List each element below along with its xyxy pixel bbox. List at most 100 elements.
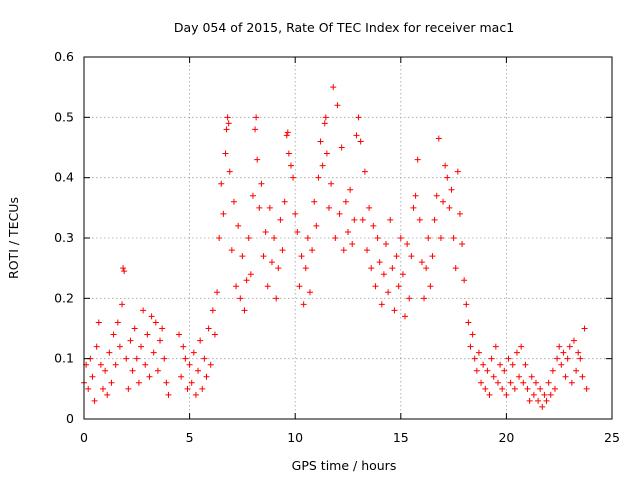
data-point: [418, 259, 425, 266]
data-point: [393, 253, 400, 260]
x-tick-label: 10: [287, 430, 303, 445]
data-point: [380, 271, 387, 278]
data-point: [252, 126, 259, 133]
data-point: [190, 349, 197, 356]
data-point: [577, 355, 584, 362]
data-point: [233, 283, 240, 290]
data-point: [383, 241, 390, 248]
data-point: [127, 337, 134, 344]
data-point: [292, 210, 299, 217]
data-point: [256, 204, 263, 211]
x-tick-label: 20: [498, 430, 514, 445]
data-point: [131, 325, 138, 332]
data-point: [264, 283, 271, 290]
data-point: [125, 385, 132, 392]
data-point: [112, 361, 119, 368]
data-point: [154, 367, 161, 374]
data-point: [399, 271, 406, 278]
data-point: [222, 150, 229, 157]
data-point: [266, 204, 273, 211]
data-point: [338, 144, 345, 151]
data-point: [581, 325, 588, 332]
data-point: [480, 361, 487, 368]
data-point: [511, 385, 518, 392]
data-point: [211, 331, 218, 338]
data-point: [484, 367, 491, 374]
x-tick-label: 5: [186, 430, 194, 445]
data-point: [89, 373, 96, 380]
data-point: [306, 289, 313, 296]
data-point: [435, 135, 442, 142]
data-point: [230, 198, 237, 205]
data-point: [121, 268, 128, 275]
tick-labels: 0 5 10 15 20 25 0 0.1 0.2 0.3 0.4 0.5 0.6: [54, 49, 620, 445]
data-point: [370, 222, 377, 229]
data-point: [378, 301, 385, 308]
data-point: [554, 355, 561, 362]
data-point: [195, 367, 202, 374]
data-point: [146, 373, 153, 380]
data-point: [467, 343, 474, 350]
data-point: [135, 379, 142, 386]
data-point: [456, 210, 463, 217]
data-point: [573, 367, 580, 374]
data-point: [469, 331, 476, 338]
data-point: [182, 355, 189, 362]
data-point: [313, 222, 320, 229]
grid: [84, 57, 612, 419]
data-point: [547, 391, 554, 398]
data-point: [159, 325, 166, 332]
data-point: [281, 198, 288, 205]
data-point: [579, 373, 586, 380]
data-point: [325, 204, 332, 211]
data-points: [81, 84, 590, 410]
data-point: [294, 228, 301, 235]
data-point: [433, 192, 440, 199]
data-point: [277, 216, 284, 223]
data-point: [95, 319, 102, 326]
data-point: [345, 228, 351, 235]
data-point: [437, 235, 444, 241]
data-point: [452, 265, 459, 272]
y-tick-label: 0.5: [54, 109, 74, 124]
data-point: [372, 283, 379, 290]
data-point: [186, 361, 193, 368]
data-point: [205, 325, 212, 332]
data-point: [575, 349, 582, 356]
data-point: [119, 301, 126, 308]
data-point: [465, 319, 472, 326]
data-point: [562, 373, 569, 380]
data-point: [104, 391, 111, 398]
data-point: [224, 114, 231, 121]
data-point: [150, 349, 157, 356]
data-point: [560, 349, 567, 356]
data-point: [402, 313, 409, 320]
y-tick-label: 0.2: [54, 290, 74, 305]
data-point: [91, 397, 98, 404]
data-point: [192, 391, 199, 398]
data-point: [273, 295, 280, 302]
data-point: [317, 138, 324, 145]
data-point: [494, 379, 501, 386]
data-point: [355, 114, 362, 121]
data-point: [475, 349, 482, 356]
data-point: [351, 216, 358, 223]
data-point: [249, 192, 256, 199]
data-point: [165, 391, 172, 398]
data-point: [442, 162, 449, 169]
data-point: [237, 295, 244, 302]
data-point: [225, 120, 232, 127]
data-point: [505, 355, 512, 362]
data-point: [97, 361, 104, 368]
data-point: [133, 355, 140, 362]
data-point: [391, 307, 398, 314]
data-point: [214, 289, 221, 296]
data-point: [203, 373, 210, 380]
data-point: [311, 198, 318, 205]
data-point: [176, 331, 183, 338]
data-point: [207, 361, 214, 368]
data-point: [216, 235, 223, 241]
data-point: [423, 265, 430, 272]
data-point: [334, 102, 341, 109]
x-tick-label: 0: [80, 430, 88, 445]
